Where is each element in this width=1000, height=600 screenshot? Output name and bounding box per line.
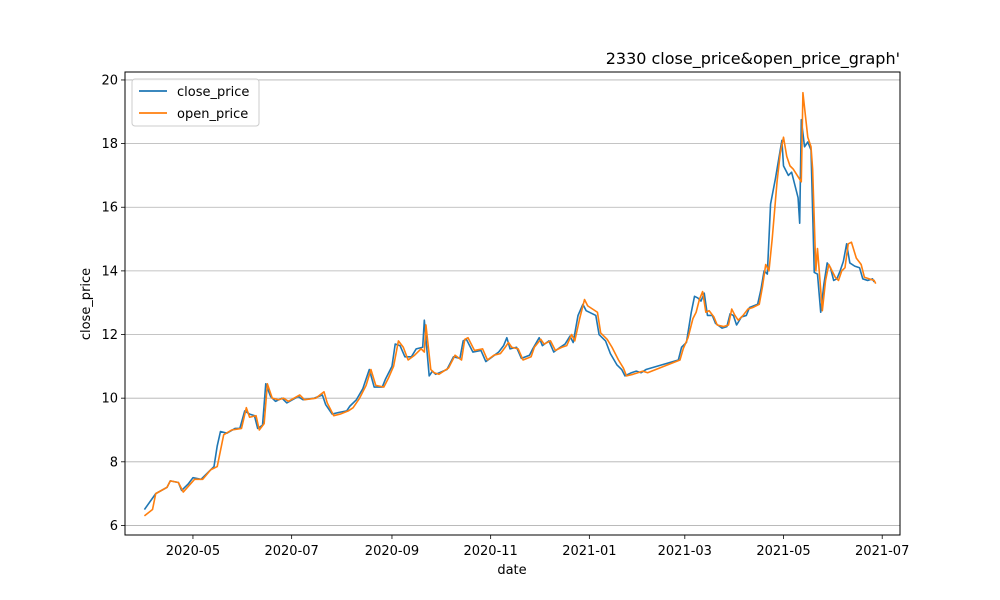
- y-tick-label: 20: [101, 73, 118, 88]
- x-axis-ticks: 2020-05 2020-07 2020-09 2020-11 2021-01 2021-…: [166, 535, 909, 559]
- y-tick-label: 6: [110, 519, 118, 534]
- y-tick-label: 14: [101, 264, 118, 279]
- x-axis-label: date: [497, 563, 526, 578]
- x-tick-label: 2020-07: [264, 544, 318, 559]
- x-tick-label: 2020-11: [463, 544, 517, 559]
- y-axis-label: close_price: [79, 268, 94, 340]
- x-tick-label: 2021-01: [562, 544, 616, 559]
- y-tick-label: 10: [101, 392, 118, 407]
- y-tick-label: 12: [101, 328, 118, 343]
- y-tick-label: 18: [101, 137, 118, 152]
- plot-frame: [124, 71, 901, 536]
- x-tick-label: 2021-03: [658, 544, 712, 559]
- legend-label: open_price: [177, 107, 248, 122]
- y-tick-label: 16: [101, 201, 118, 216]
- y-axis-ticks: 6 8 10 12 14 16 18 20: [101, 73, 125, 534]
- x-tick-label: 2020-05: [166, 544, 220, 559]
- series-lines: [143, 91, 877, 517]
- legend-label: close_price: [177, 85, 249, 100]
- legend: close_price open_price: [131, 78, 260, 127]
- x-tick-label: 2021-07: [855, 544, 909, 559]
- y-tick-label: 8: [110, 455, 118, 470]
- x-tick-label: 2021-05: [756, 544, 810, 559]
- chart-title: 2330 close_price&open_price_graph': [606, 49, 900, 69]
- series-line-open-price: [143, 91, 877, 517]
- x-tick-label: 2020-09: [365, 544, 419, 559]
